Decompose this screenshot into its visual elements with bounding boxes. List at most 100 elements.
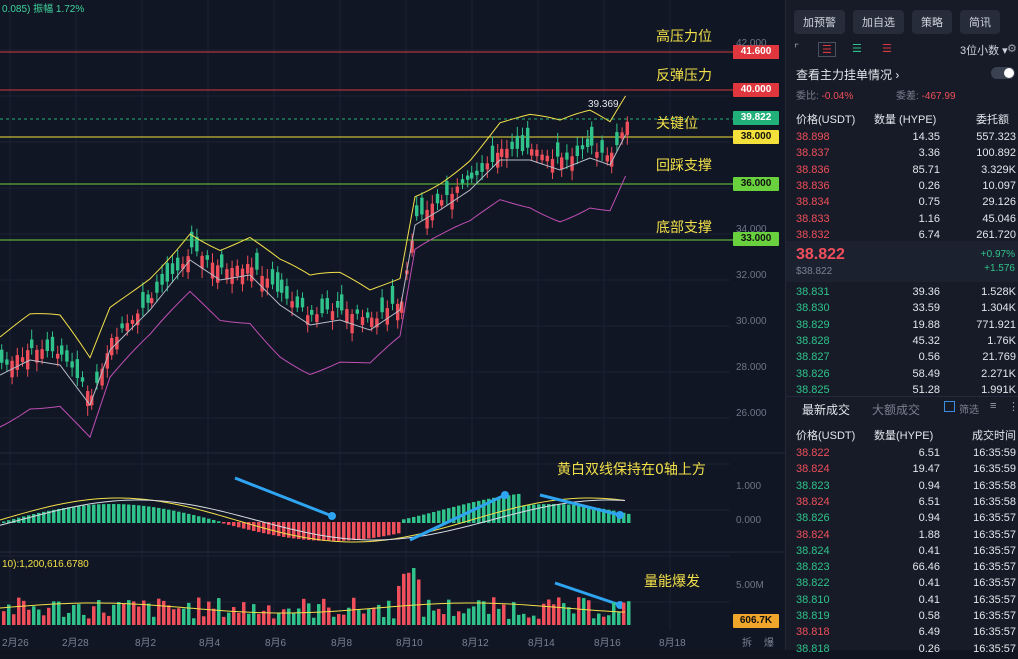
macd-bar: [112, 504, 116, 523]
trade-row[interactable]: 38.822 0.41 16:35:57: [786, 576, 1018, 593]
macd-bar: [97, 504, 101, 523]
chart-canvas[interactable]: [0, 0, 785, 650]
bid-row[interactable]: 38.827 0.56 21.769: [786, 350, 1018, 367]
macd-bar: [497, 496, 501, 523]
ask-row[interactable]: 38.834 0.75 29.126: [786, 195, 1018, 212]
trade-row-price: 38.822: [796, 577, 830, 590]
trade-tabs: 最新成交 大额成交 筛选 ≡ ⋮: [786, 396, 1018, 419]
trade-row[interactable]: 38.818 0.26 16:35:57: [786, 642, 1018, 659]
trade-row[interactable]: 38.824 19.47 16:35:59: [786, 462, 1018, 479]
candle-body: [425, 209, 429, 229]
strategy-button[interactable]: 策略: [912, 10, 952, 34]
candle-body: [306, 315, 310, 325]
macd-bar: [407, 518, 411, 523]
ask-row[interactable]: 38.837 3.36 100.892: [786, 146, 1018, 163]
more-icon[interactable]: ⋮: [1008, 401, 1018, 413]
volume-bar: [22, 600, 26, 625]
layout-icon[interactable]: ≡: [990, 400, 997, 412]
macd-bar: [167, 509, 171, 523]
macd-bar: [607, 509, 611, 523]
volume-bar: [317, 604, 321, 625]
macd-bar: [7, 520, 11, 523]
trade-row-value: 16:35:58: [973, 495, 1016, 508]
macd-bar: [22, 516, 26, 523]
collapse-icon[interactable]: ⌜: [794, 43, 800, 55]
volume-bar: [92, 606, 96, 625]
trade-row[interactable]: 38.810 0.41 16:35:57: [786, 593, 1018, 610]
macd-bar: [202, 517, 206, 523]
candle-body: [605, 155, 609, 162]
bid-row[interactable]: 38.828 45.32 1.76K: [786, 334, 1018, 351]
macd-bar: [437, 510, 441, 523]
trade-row[interactable]: 38.824 1.88 16:35:57: [786, 528, 1018, 545]
news-button[interactable]: 简讯: [960, 10, 1000, 34]
macd-tick-1: 1.000: [736, 481, 762, 492]
x-label: 拆: [742, 638, 752, 649]
macd-bar: [372, 522, 376, 538]
trade-row-price: 38.810: [796, 593, 830, 606]
bid-row[interactable]: 38.830 33.59 1.304K: [786, 301, 1018, 318]
volume-bar: [32, 606, 36, 625]
volume-bar: [132, 601, 136, 625]
volume-bar: [42, 615, 46, 625]
trade-row-value: 16:35:58: [973, 479, 1016, 492]
axis-tick-34: 34.000: [736, 224, 767, 235]
bid-row[interactable]: 38.826 58.49 2.271K: [786, 367, 1018, 384]
bid-row[interactable]: 38.825 51.28 1.991K: [786, 383, 1018, 400]
orderbook-title[interactable]: 查看主力挂单情况 ›: [796, 68, 900, 82]
candle-body: [505, 148, 509, 158]
trade-row[interactable]: 38.824 0.41 16:35:57: [786, 544, 1018, 561]
trade-row[interactable]: 38.823 66.46 16:35:57: [786, 560, 1018, 577]
settings-icon[interactable]: ⚙: [1007, 43, 1017, 55]
asks-only-icon[interactable]: ☰: [882, 43, 892, 55]
bids-only-icon[interactable]: ☰: [852, 43, 862, 55]
macd-bar: [417, 515, 421, 523]
ask-row[interactable]: 38.833 1.16 45.046: [786, 212, 1018, 229]
macd-bar: [367, 522, 371, 539]
candle-body: [30, 339, 34, 349]
volume-bar: [332, 616, 336, 625]
bid-row-qty: 33.59: [912, 302, 940, 315]
price-line-label-41600: 41.600: [733, 45, 779, 59]
both-sides-icon[interactable]: ☰: [818, 42, 836, 57]
volume-bar: [382, 617, 386, 625]
trade-row-value: 16:35:57: [973, 626, 1016, 639]
kline-chart[interactable]: 0.085) 振幅 1.72% 41.600 40.000 39.822 38.…: [0, 0, 785, 650]
ask-row[interactable]: 38.898 14.35 557.323: [786, 130, 1018, 147]
ask-row[interactable]: 38.836 0.26 10.097: [786, 179, 1018, 196]
candle-body: [575, 145, 579, 157]
macd-bar: [432, 512, 436, 523]
trade-row[interactable]: 38.823 0.94 16:35:58: [786, 479, 1018, 496]
macd-bar: [382, 522, 386, 537]
macd-bar: [442, 509, 446, 523]
bid-row[interactable]: 38.831 39.36 1.528K: [786, 285, 1018, 302]
trade-row-qty: 0.94: [918, 479, 940, 492]
trade-row-qty: 0.58: [918, 610, 940, 622]
ask-row-qty: 6.74: [918, 228, 940, 241]
macd-bar: [2, 521, 6, 523]
bid-row[interactable]: 38.829 19.88 771.921: [786, 318, 1018, 335]
candle-body: [496, 152, 500, 168]
trade-row[interactable]: 38.818 6.49 16:35:57: [786, 625, 1018, 642]
ask-row[interactable]: 38.832 6.74 261.720: [786, 228, 1018, 245]
macd-dea: [0, 499, 626, 541]
add-alert-button[interactable]: 加预警: [794, 10, 845, 34]
trade-row[interactable]: 38.826 0.94 16:35:57: [786, 511, 1018, 528]
candle-body: [455, 186, 459, 193]
bid-row-qty: 39.36: [912, 286, 940, 298]
volume-bar: [462, 613, 466, 625]
precision-select[interactable]: 3位小数 ▾: [960, 45, 1008, 57]
add-favorite-button[interactable]: 加自选: [853, 10, 904, 34]
trade-row[interactable]: 38.819 0.58 16:35:57: [786, 609, 1018, 626]
tab-large-trades[interactable]: 大额成交: [872, 403, 921, 417]
ask-row[interactable]: 38.836 85.71 3.329K: [786, 163, 1018, 180]
price-line-label-40000: 40.000: [733, 83, 779, 97]
trade-row[interactable]: 38.822 6.51 16:35:59: [786, 446, 1018, 463]
trade-row-value: 16:35:57: [973, 642, 1016, 655]
orderbook-toggle[interactable]: [991, 67, 1015, 79]
trend-arrow: [409, 493, 506, 542]
trade-row[interactable]: 38.824 6.51 16:35:58: [786, 495, 1018, 512]
volume-bar: [142, 600, 146, 625]
tab-latest-trades[interactable]: 最新成交: [802, 403, 851, 417]
filter-checkbox[interactable]: [944, 401, 955, 412]
